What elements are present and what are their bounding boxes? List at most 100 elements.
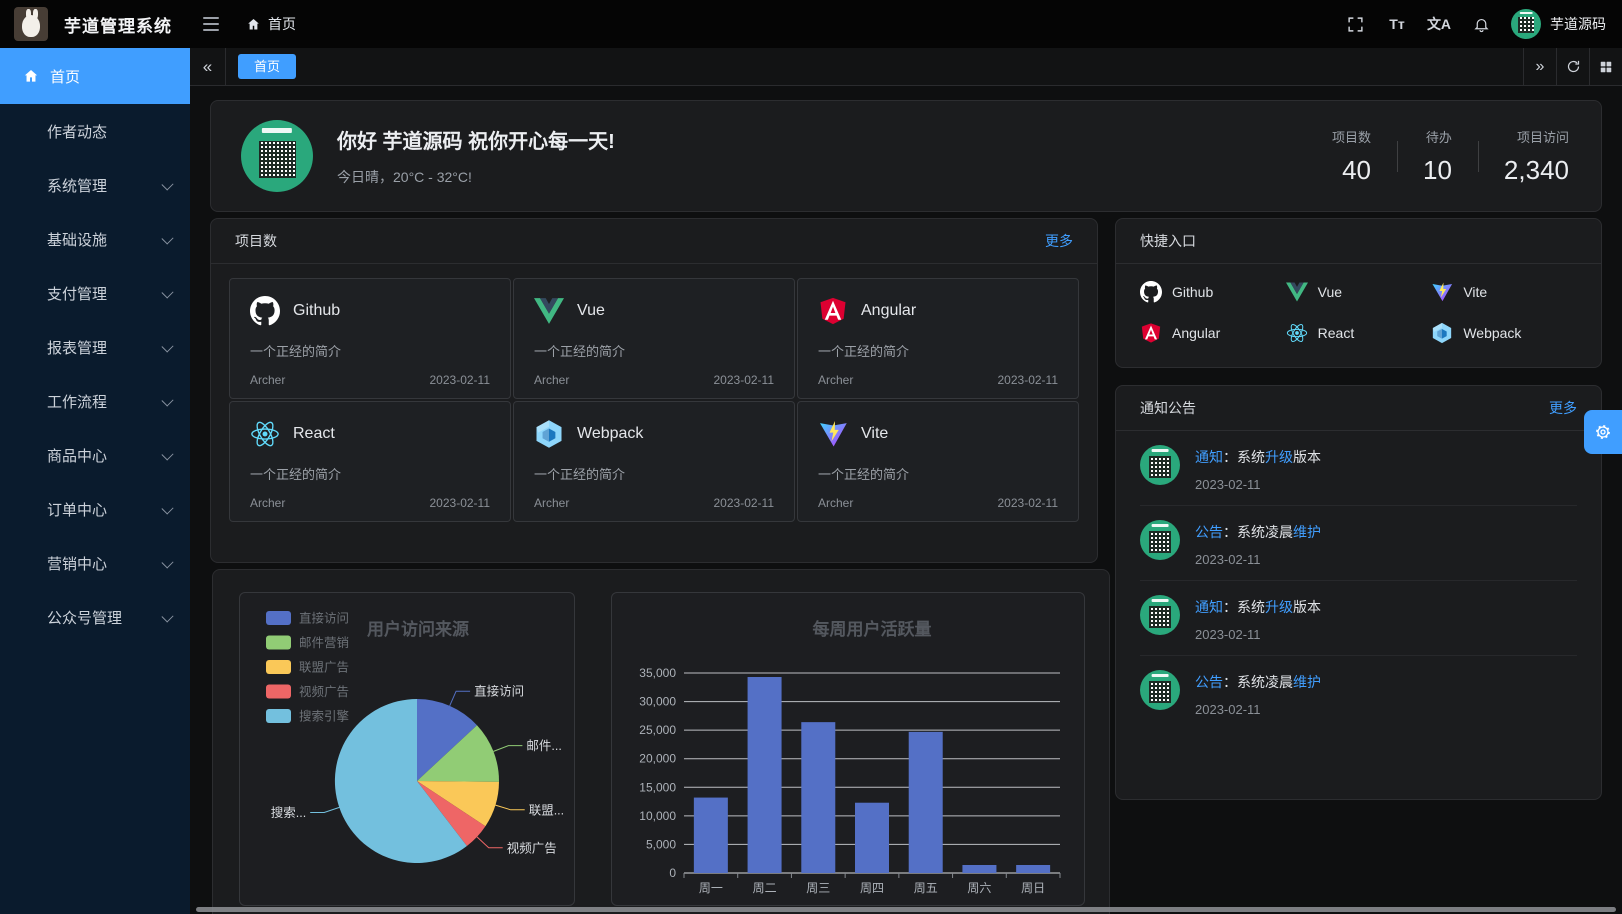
- svg-text:周二: 周二: [753, 881, 777, 895]
- notice-title-segment: 升级: [1265, 449, 1293, 465]
- notice-title[interactable]: 通知：系统升级版本: [1195, 597, 1321, 617]
- svg-text:5,000: 5,000: [646, 837, 676, 851]
- project-author: Archer: [818, 373, 854, 387]
- project-name: Vue: [577, 302, 605, 319]
- vite-icon: [818, 419, 848, 449]
- svg-text:搜索...: 搜索...: [271, 805, 306, 820]
- sidebar-item-label: 系统管理: [47, 177, 108, 195]
- fullscreen-icon[interactable]: [1337, 7, 1373, 41]
- notice-title-segment: 版本: [1293, 599, 1321, 615]
- sidebar-item-infra[interactable]: 基础设施: [0, 212, 190, 266]
- sidebar-item-label: 订单中心: [47, 501, 108, 519]
- bar-chart[interactable]: 每周用户活跃量 0 5,000 10,000 15,000 20,000 25,000 30,…: [612, 593, 1084, 905]
- quick-entry-vue[interactable]: Vue: [1285, 281, 1432, 303]
- sidebar-item-report[interactable]: 报表管理: [0, 320, 190, 374]
- svg-text:30,000: 30,000: [639, 695, 676, 709]
- home-icon: [23, 68, 39, 84]
- chevron-down-icon: [161, 502, 174, 515]
- project-card-vue[interactable]: Vue 一个正经的简介 Archer 2023-02-11: [513, 278, 795, 399]
- sidebar-collapse-icon[interactable]: [196, 9, 226, 39]
- sidebar-item-pay[interactable]: 支付管理: [0, 266, 190, 320]
- notice-title[interactable]: 通知：系统升级版本: [1195, 447, 1321, 467]
- sidebar-item-author[interactable]: 作者动态: [0, 104, 190, 158]
- notice-avatar: [1140, 670, 1180, 710]
- topbar-actions: Tт 文A 芋道源码: [1337, 7, 1622, 41]
- project-description: 一个正经的简介: [818, 344, 910, 359]
- project-card-react[interactable]: React 一个正经的简介 Archer 2023-02-11: [229, 401, 511, 522]
- react-icon: [1286, 322, 1308, 344]
- notice-title-segment: 维护: [1293, 524, 1321, 540]
- notice-item: 公告：系统凌晨维护 2023-02-11: [1140, 656, 1577, 730]
- layout-grid-icon[interactable]: [1589, 48, 1622, 85]
- project-card-github[interactable]: Github 一个正经的简介 Archer 2023-02-11: [229, 278, 511, 399]
- sidebar-item-label: 报表管理: [47, 339, 108, 357]
- svg-text:15,000: 15,000: [639, 780, 676, 794]
- svg-text:直接访问: 直接访问: [474, 684, 524, 699]
- projects-more-link[interactable]: 更多: [1045, 233, 1073, 249]
- sidebar-item-label: 首页: [50, 68, 81, 86]
- notice-title-segment: 公告: [1195, 524, 1223, 540]
- font-size-icon[interactable]: Tт: [1389, 16, 1405, 32]
- webpack-icon: [534, 419, 564, 449]
- chevron-down-icon: [161, 232, 174, 245]
- tabs-scroll-left-icon[interactable]: «: [190, 48, 226, 85]
- user-qr-avatar: [241, 120, 313, 192]
- notice-avatar: [1140, 520, 1180, 560]
- project-card-vite[interactable]: Vite 一个正经的简介 Archer 2023-02-11: [797, 401, 1079, 522]
- project-card-webpack[interactable]: Webpack 一个正经的简介 Archer 2023-02-11: [513, 401, 795, 522]
- svg-text:20,000: 20,000: [639, 752, 676, 766]
- sidebar-item-product[interactable]: 商品中心: [0, 428, 190, 482]
- notices-more-link[interactable]: 更多: [1549, 400, 1577, 416]
- sidebar-item-label: 商品中心: [47, 447, 108, 465]
- tab-home[interactable]: 首页: [238, 54, 297, 79]
- quick-entry-angular[interactable]: Angular: [1140, 322, 1286, 344]
- bell-icon[interactable]: [1463, 7, 1499, 41]
- svg-text:搜索引擎: 搜索引擎: [299, 709, 349, 724]
- sidebar-item-marketing[interactable]: 营销中心: [0, 536, 190, 590]
- webpack-icon: [1431, 322, 1453, 344]
- refresh-icon[interactable]: [1556, 48, 1589, 85]
- project-author: Archer: [534, 496, 570, 510]
- sidebar-item-workflow[interactable]: 工作流程: [0, 374, 190, 428]
- sidebar-item-mp[interactable]: 公众号管理: [0, 590, 190, 644]
- bar-chart-panel: 每周用户活跃量 0 5,000 10,000 15,000 20,000 25,000 30,…: [611, 592, 1085, 906]
- quick-entry-label: Angular: [1172, 325, 1221, 341]
- project-card-angular[interactable]: Angular 一个正经的简介 Archer 2023-02-11: [797, 278, 1079, 399]
- welcome-stats: 项目数 40 待办 10 项目访问 2,340: [1306, 127, 1571, 186]
- notices-title: 通知公告: [1140, 400, 1196, 416]
- tabs-scroll-right-icon[interactable]: »: [1523, 48, 1556, 85]
- svg-text:邮件营销: 邮件营销: [299, 636, 349, 650]
- project-name-row: Vite: [818, 419, 1058, 449]
- project-name: Angular: [861, 302, 917, 319]
- settings-button[interactable]: [1584, 410, 1622, 454]
- quick-entry-label: React: [1317, 325, 1355, 341]
- quick-entry-webpack[interactable]: Webpack: [1431, 322, 1577, 344]
- qr-code: [1149, 681, 1171, 703]
- svg-text:周五: 周五: [914, 881, 938, 895]
- project-description: 一个正经的简介: [250, 344, 342, 359]
- svg-text:联盟广告: 联盟广告: [299, 661, 349, 675]
- quick-entry-react[interactable]: React: [1286, 322, 1432, 344]
- quick-entry-vite[interactable]: Vite: [1431, 281, 1577, 303]
- breadcrumb[interactable]: 首页: [246, 14, 296, 34]
- sidebar-item-system[interactable]: 系统管理: [0, 158, 190, 212]
- quick-entry-github[interactable]: Github: [1140, 281, 1286, 303]
- welcome-text: 你好 芋道源码 祝你开心每一天! 今日晴，20°C - 32°C!: [337, 125, 615, 187]
- project-name-row: React: [250, 419, 490, 449]
- stat-value: 2,340: [1503, 154, 1569, 185]
- notice-title[interactable]: 公告：系统凌晨维护: [1195, 672, 1321, 692]
- pie-chart-panel: 用户访问来源 直接访问 邮件营销 联盟广告 视频广告 搜索引擎 直接访问 邮件... 联盟...…: [239, 592, 575, 906]
- chevron-down-icon: [161, 340, 174, 353]
- stat-value: 10: [1423, 154, 1452, 185]
- svg-text:25,000: 25,000: [639, 723, 676, 737]
- notice-title[interactable]: 公告：系统凌晨维护: [1195, 522, 1321, 542]
- project-description: 一个正经的简介: [534, 344, 626, 359]
- sidebar-item-order[interactable]: 订单中心: [0, 482, 190, 536]
- horizontal-scrollbar[interactable]: [196, 907, 1616, 912]
- language-icon[interactable]: 文A: [1426, 16, 1452, 32]
- stat-label: 项目数: [1331, 129, 1371, 145]
- charts-card: 用户访问来源 直接访问 邮件营销 联盟广告 视频广告 搜索引擎 直接访问 邮件... 联盟...…: [212, 569, 1110, 914]
- pie-chart[interactable]: 用户访问来源直接访问邮件营销联盟广告视频广告搜索引擎直接访问邮件...联盟...…: [240, 593, 574, 905]
- sidebar-item-home[interactable]: 首页: [0, 48, 190, 104]
- user-menu[interactable]: 芋道源码: [1511, 9, 1606, 39]
